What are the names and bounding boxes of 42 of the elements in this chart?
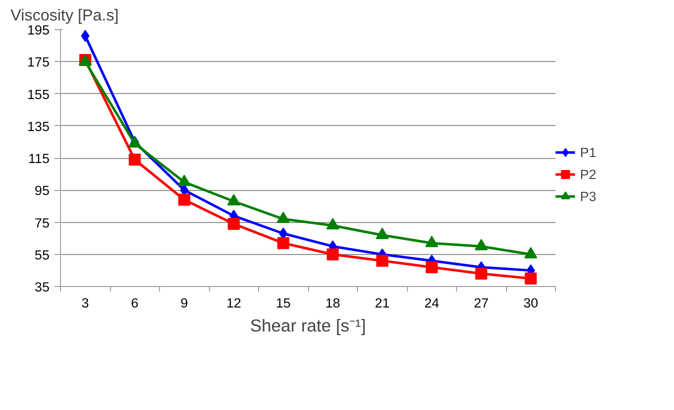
x-tick-label: 24 [424, 296, 440, 310]
x-tick-label: 30 [523, 296, 538, 310]
point [128, 136, 142, 148]
x-tick-label: 12 [226, 296, 242, 310]
x-tick-label: 6 [131, 296, 138, 310]
y-tick-label: 155 [27, 86, 50, 102]
y-tick-label: 175 [27, 54, 50, 70]
y-tick-label: 115 [28, 151, 50, 166]
point [228, 218, 240, 230]
point [524, 272, 537, 284]
point [475, 268, 488, 280]
point [326, 248, 339, 260]
y-tick-label: 95 [34, 183, 50, 198]
y-tick-label: 55 [34, 247, 50, 262]
x-tick-label: 9 [180, 296, 188, 310]
point [178, 174, 191, 186]
y-tick-label: 195 [27, 22, 50, 38]
x-tick-label: 21 [374, 296, 390, 310]
y-tick-label: 75 [34, 215, 50, 230]
legend-label: P3 [580, 188, 598, 204]
point [128, 154, 141, 166]
x-axis-title: Shear rate [s⁻¹] [250, 316, 366, 336]
x-tick-label: 27 [474, 296, 489, 310]
point [524, 246, 538, 258]
point [474, 238, 488, 250]
x-tick-label: 3 [82, 296, 89, 310]
y-axis-title: Viscosity [Pa.s] [10, 8, 119, 24]
point [277, 237, 290, 250]
legend-label: P1 [580, 144, 598, 160]
y-tick-label: 35 [34, 280, 50, 294]
x-tick-label: 18 [325, 296, 340, 310]
y-tick-label: 135 [27, 118, 50, 134]
point [425, 236, 438, 248]
point [178, 194, 190, 206]
point [376, 228, 389, 240]
x-tick-label: 15 [276, 296, 291, 310]
legend-label: P2 [580, 166, 598, 182]
point [376, 254, 388, 267]
point [326, 218, 340, 230]
point [426, 261, 438, 274]
point [227, 194, 240, 206]
point [276, 212, 290, 223]
